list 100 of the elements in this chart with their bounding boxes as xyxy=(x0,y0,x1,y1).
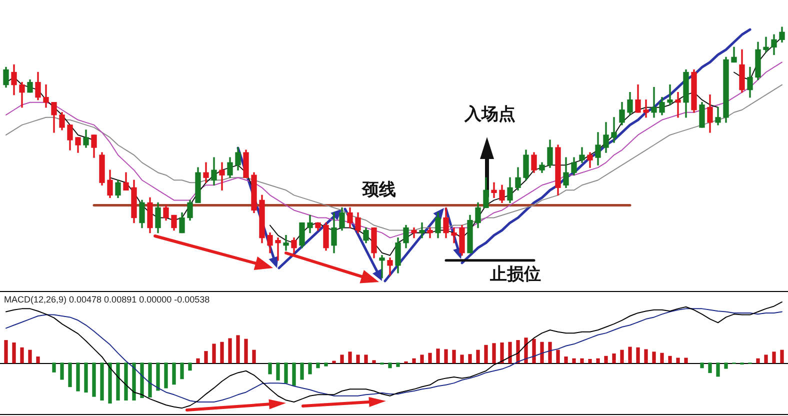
bar xyxy=(180,362,184,380)
bar xyxy=(756,358,760,364)
bar xyxy=(52,362,56,372)
bar xyxy=(764,354,768,364)
bar xyxy=(276,362,280,380)
bar xyxy=(348,352,352,364)
bar xyxy=(244,338,248,364)
bar xyxy=(68,362,72,388)
bar xyxy=(684,358,688,364)
bar xyxy=(540,342,544,364)
bar xyxy=(20,347,24,364)
bar xyxy=(780,350,784,364)
bar xyxy=(220,342,224,364)
bar xyxy=(700,362,704,368)
bar xyxy=(620,350,624,364)
bar xyxy=(484,344,488,364)
bar xyxy=(588,358,592,364)
bar xyxy=(724,362,728,369)
candlestick xyxy=(643,100,649,118)
bar xyxy=(668,356,672,364)
bar xyxy=(124,362,128,400)
bar xyxy=(28,350,32,364)
bar xyxy=(316,362,320,368)
candlestick xyxy=(651,86,657,118)
bar xyxy=(228,338,232,364)
bar xyxy=(284,362,288,384)
bar xyxy=(340,354,344,364)
bar xyxy=(140,362,144,398)
bar xyxy=(60,362,64,380)
bar xyxy=(468,354,472,364)
bar xyxy=(660,352,664,364)
candlestick xyxy=(419,222,425,238)
candlestick xyxy=(667,84,673,106)
bar xyxy=(164,362,168,388)
bar xyxy=(324,362,328,366)
bar xyxy=(84,362,88,393)
bar xyxy=(428,352,432,364)
annotation: 入场点 xyxy=(464,104,516,124)
candlestick xyxy=(379,255,385,278)
bar xyxy=(76,362,80,392)
bar xyxy=(308,362,312,374)
series-label: 止损位 xyxy=(489,264,541,284)
bar xyxy=(268,362,272,374)
bar xyxy=(108,362,112,404)
candlestick xyxy=(451,227,457,244)
bar xyxy=(628,346,632,364)
bar xyxy=(132,362,136,400)
bar xyxy=(100,362,104,400)
candlestick xyxy=(283,234,289,251)
bar xyxy=(652,352,656,364)
bar xyxy=(388,362,392,368)
bar xyxy=(636,347,640,364)
bar xyxy=(492,343,496,364)
candlestick xyxy=(219,162,225,190)
bar xyxy=(292,362,296,386)
series-label: 颈线 xyxy=(361,180,396,200)
bar xyxy=(596,358,600,364)
bar xyxy=(196,358,200,364)
bar xyxy=(708,362,712,374)
candlestick xyxy=(675,92,681,118)
bar xyxy=(364,354,368,364)
bar xyxy=(212,344,216,364)
candlestick xyxy=(611,117,617,143)
bar xyxy=(716,362,720,377)
bar xyxy=(156,362,160,391)
bar xyxy=(236,335,240,364)
candlestick xyxy=(43,84,49,108)
bar xyxy=(524,338,528,364)
bar xyxy=(4,340,8,364)
bar xyxy=(372,360,376,364)
bar xyxy=(644,349,648,364)
bar xyxy=(188,362,192,371)
bar xyxy=(92,362,96,397)
candlestick xyxy=(203,162,209,183)
bar xyxy=(12,342,16,364)
bar xyxy=(580,358,584,364)
bar xyxy=(444,349,448,364)
bar xyxy=(36,356,40,364)
bar xyxy=(500,342,504,364)
bar xyxy=(564,356,568,364)
bar xyxy=(148,362,152,398)
bar xyxy=(452,350,456,364)
bar xyxy=(420,354,424,364)
bar xyxy=(252,350,256,364)
bar xyxy=(612,353,616,364)
bar xyxy=(356,354,360,364)
bar xyxy=(412,358,416,364)
bar xyxy=(172,362,176,385)
bar xyxy=(676,358,680,364)
bar xyxy=(204,351,208,364)
candlestick xyxy=(491,182,497,198)
bar xyxy=(508,342,512,364)
bar xyxy=(556,350,560,364)
bar xyxy=(604,356,608,364)
bar xyxy=(332,360,336,364)
bar xyxy=(396,362,400,367)
candlestick xyxy=(763,36,769,53)
bar xyxy=(772,352,776,364)
bar xyxy=(476,350,480,364)
bar xyxy=(548,342,552,364)
